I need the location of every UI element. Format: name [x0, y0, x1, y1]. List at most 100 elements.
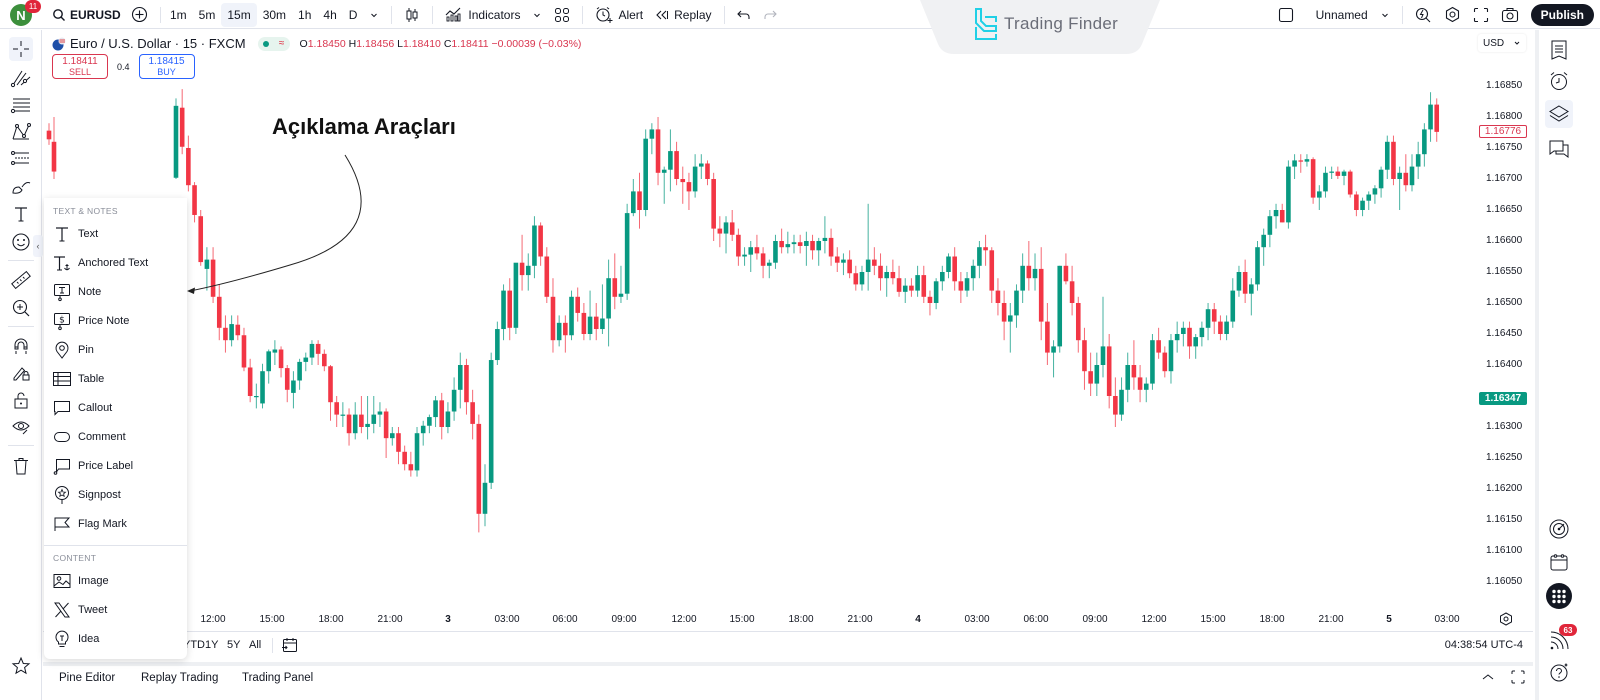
candle [204, 259, 210, 269]
clock[interactable]: 04:38:54 UTC-4 [1444, 639, 1523, 651]
candle [1156, 340, 1161, 353]
add-symbol-button[interactable] [131, 6, 148, 23]
go-to-date-button[interactable] [281, 636, 299, 654]
price-axis[interactable]: 1.16850 1.16800 1.16750 1.16700 1.16650 1.166… [1476, 30, 1531, 636]
candles-icon [406, 7, 418, 22]
menu-item-price-note[interactable]: $ Price Note [44, 307, 187, 335]
replay-button[interactable]: Replay [649, 3, 717, 27]
range-all[interactable]: All [249, 639, 262, 651]
menu-item-pin[interactable]: Pin [44, 336, 187, 364]
timeframe-30m[interactable]: 30m [262, 7, 287, 22]
screenshot-button[interactable] [1495, 3, 1525, 27]
hotlists-button[interactable] [1545, 515, 1573, 543]
menu-item-tweet[interactable]: Tweet [44, 596, 187, 624]
axis-settings-button[interactable] [1499, 612, 1513, 626]
time-axis-label: 4 [915, 614, 921, 625]
templates-button[interactable] [548, 3, 576, 27]
menu-item-text[interactable]: Text [44, 220, 187, 248]
candle [1372, 188, 1378, 195]
quick-search-button[interactable] [1409, 3, 1438, 27]
timeframe-4h[interactable]: 4h [323, 7, 337, 22]
menu-item-signpost[interactable]: Signpost [44, 481, 187, 509]
watchlist-button[interactable] [1545, 36, 1573, 64]
time-axis[interactable]: 12:00 15:00 18:00 21:00 3 03:00 06:00 09:00 12:0… [43, 608, 1533, 632]
menu-item-callout[interactable]: Callout [44, 394, 187, 422]
zoom-in-tool[interactable] [9, 296, 33, 320]
redo-button[interactable] [757, 3, 783, 27]
chart-type-button[interactable] [398, 3, 426, 27]
help-button[interactable] [1545, 658, 1573, 686]
projection-tool[interactable] [9, 147, 33, 171]
chats-button[interactable] [1545, 135, 1573, 163]
symbol-search[interactable]: EURUSD [52, 4, 121, 26]
menu-item-price-label[interactable]: Price Label [44, 452, 187, 480]
tab-trading-panel[interactable]: Trading Panel [242, 672, 314, 684]
candle [1236, 272, 1242, 291]
candle [1317, 191, 1322, 198]
object-tree-button[interactable] [1545, 100, 1573, 128]
alerts-button[interactable] [1545, 67, 1573, 95]
products-button[interactable] [1545, 582, 1573, 610]
buy-button[interactable]: 1.18415 BUY [138, 54, 195, 79]
lock-all-tool[interactable] [9, 388, 33, 412]
publish-button[interactable]: Publish [1530, 3, 1594, 26]
pattern-tool[interactable] [9, 120, 33, 144]
time-axis-label: 15:00 [259, 614, 285, 625]
timeframe-5m[interactable]: 5m [198, 7, 216, 22]
layout-dropdown[interactable] [1374, 3, 1396, 27]
menu-item-idea[interactable]: Idea [44, 625, 187, 653]
menu-item-flag-mark[interactable]: Flag Mark [44, 510, 187, 538]
timeframe-d[interactable]: D [348, 7, 358, 22]
menu-item-label: Signpost [78, 489, 121, 501]
range-1y[interactable]: 1Y [205, 639, 219, 651]
indicators-button[interactable]: Indicators [439, 3, 526, 27]
undo-button[interactable] [731, 3, 757, 27]
layout-name[interactable]: Unnamed [1315, 7, 1368, 22]
text-tool[interactable] [9, 202, 33, 226]
settings-button[interactable] [1438, 3, 1467, 27]
price-chart[interactable] [43, 30, 1476, 608]
text-icon [15, 207, 27, 222]
timeframe-dropdown[interactable] [363, 3, 385, 27]
trend-line-tool[interactable] [9, 66, 33, 90]
menu-item-anchored-text[interactable]: Anchored Text [44, 249, 187, 277]
indicators-dropdown[interactable] [526, 3, 548, 27]
candle [927, 296, 933, 303]
maximize-panel-button[interactable] [1511, 670, 1525, 684]
timeframe-1m[interactable]: 1m [170, 7, 187, 22]
menu-item-comment[interactable]: Comment [44, 423, 187, 451]
remove-drawings-tool[interactable] [9, 454, 33, 478]
market-status[interactable]: ≈ [257, 36, 290, 51]
emoji-tool[interactable] [9, 230, 33, 254]
timeframe-15m[interactable]: 15m [221, 2, 257, 27]
menu-item-table[interactable]: Table [44, 365, 187, 393]
crosshair-tool[interactable] [9, 37, 33, 61]
collapse-panel-button[interactable] [1481, 672, 1495, 682]
brush-tool[interactable] [9, 174, 33, 198]
fib-tool[interactable] [9, 93, 33, 117]
calendar-button[interactable] [1545, 548, 1573, 576]
lock-drawings-tool[interactable] [9, 361, 33, 385]
chart-title[interactable]: Euro / U.S. Dollar · 15 · FXCM [70, 36, 246, 51]
collapse-submenu-button[interactable]: ‹ [33, 235, 43, 257]
fullscreen-button[interactable] [1467, 3, 1495, 27]
magnet-tool[interactable] [9, 334, 33, 358]
candle [902, 285, 908, 292]
range-ytd[interactable]: YTD [183, 639, 205, 651]
currency-selector[interactable]: USD [1478, 34, 1526, 52]
hide-drawings-tool[interactable] [9, 415, 33, 439]
range-5y[interactable]: 5Y [227, 639, 241, 651]
news-feed-button[interactable] [1545, 627, 1573, 655]
tab-pine-editor[interactable]: Pine Editor [59, 672, 116, 684]
menu-item-image[interactable]: Image [44, 567, 187, 595]
timeframe-1h[interactable]: 1h [298, 7, 312, 22]
fib-retracement-icon [10, 98, 30, 114]
favorites-tool[interactable] [9, 654, 33, 678]
measure-tool[interactable] [9, 268, 33, 292]
tab-replay-trading[interactable]: Replay Trading [141, 672, 219, 684]
sell-button[interactable]: 1.18411 SELL [52, 54, 108, 79]
menu-item-note[interactable]: Note [44, 278, 187, 306]
layout-button[interactable] [1272, 3, 1300, 27]
candle [1020, 265, 1025, 291]
alert-button[interactable]: Alert [589, 3, 649, 27]
